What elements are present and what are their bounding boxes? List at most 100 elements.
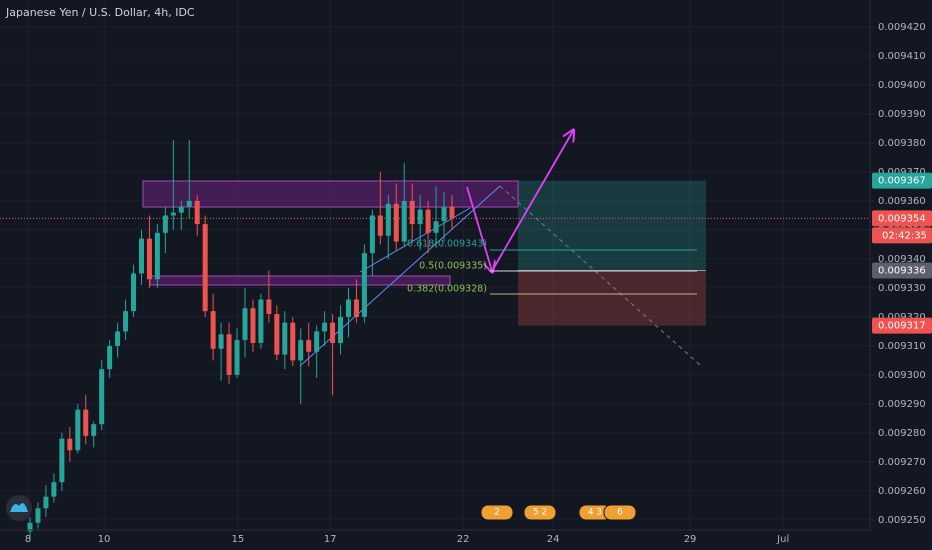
y-tick-label: 0.009300 <box>878 370 926 381</box>
candle-body <box>131 273 137 312</box>
y-tick-label: 0.009380 <box>878 138 926 149</box>
y-tick-label: 0.009280 <box>878 428 926 439</box>
resistance-zone <box>142 180 519 208</box>
event-icon <box>480 504 514 521</box>
event-count: 5 2 <box>533 508 547 518</box>
y-tick-label: 0.009330 <box>878 283 926 294</box>
fib-label: 0.5(0.009335) <box>419 261 487 272</box>
candle-body <box>83 409 89 436</box>
candle-body <box>361 253 367 317</box>
candle-body <box>186 200 192 207</box>
candle-body <box>306 340 312 352</box>
countdown: 02:42:35 <box>882 230 927 241</box>
candle-body <box>123 311 129 332</box>
candle-body <box>369 215 375 254</box>
fib-label: 0.382(0.009328) <box>407 284 487 295</box>
candle-body <box>441 206 447 222</box>
y-tick-label: 0.009400 <box>878 80 926 91</box>
price-badge <box>872 210 932 227</box>
candle-body <box>202 224 208 312</box>
candle-body <box>75 409 81 451</box>
candle-body <box>242 308 248 341</box>
profit-zone <box>518 180 706 271</box>
candle-body <box>393 203 399 242</box>
candle-body <box>409 200 415 225</box>
candle-body <box>377 215 383 236</box>
candle-body <box>425 209 431 233</box>
event-icon <box>523 504 557 521</box>
y-tick-label: 0.009320 <box>878 312 926 323</box>
candle-body <box>67 438 73 451</box>
candle-body <box>433 221 439 233</box>
candle-body <box>338 316 344 344</box>
x-tick-label: 8 <box>25 534 31 545</box>
price-badge <box>872 317 932 334</box>
candle-body <box>194 200 200 225</box>
event-count: 6 <box>617 508 623 518</box>
y-tick-label: 0.009420 <box>878 22 926 33</box>
x-tick-label: 24 <box>547 534 560 545</box>
candle-body <box>51 482 57 497</box>
candle-body <box>59 438 65 483</box>
candle-body <box>115 331 121 346</box>
candle-body <box>210 311 216 349</box>
candle-body <box>43 496 49 509</box>
y-tick-label: 0.009250 <box>878 515 926 526</box>
candle-body <box>226 334 232 375</box>
support-zone <box>149 275 451 286</box>
loss-zone <box>518 270 706 326</box>
y-tick-label: 0.009390 <box>878 109 926 120</box>
y-tick-label: 0.009340 <box>878 254 926 265</box>
price-badge-label: 0.009367 <box>878 176 926 187</box>
y-tick-label: 0.009270 <box>878 457 926 468</box>
y-tick-label: 0.009310 <box>878 341 926 352</box>
candle-body <box>282 322 288 355</box>
candle-body <box>250 308 256 344</box>
y-tick-label: 0.009290 <box>878 399 926 410</box>
candle-body <box>401 200 407 242</box>
candle-body <box>35 508 41 523</box>
y-tick-label: 0.009260 <box>878 486 926 497</box>
x-tick-label: 17 <box>324 534 337 545</box>
candle-body <box>298 340 304 361</box>
candle-body <box>170 212 176 216</box>
price-badge-label: 0.009354 <box>878 213 926 224</box>
arrow-down <box>466 186 492 271</box>
candle-body <box>162 215 168 233</box>
x-tick-label: 29 <box>684 534 697 545</box>
price-badge-label: 0.009336 <box>878 266 926 277</box>
price-badge <box>872 172 932 189</box>
candle-body <box>234 340 240 375</box>
candle-body <box>266 299 272 315</box>
y-tick-label: 0.009410 <box>878 51 926 62</box>
x-tick-label: 10 <box>98 534 111 545</box>
y-tick-label: 0.009370 <box>878 167 926 178</box>
candle-body <box>330 322 336 344</box>
event-count: 2 <box>494 508 500 518</box>
price-badge <box>872 262 932 279</box>
candle-body <box>107 345 113 370</box>
logo-mark <box>10 503 28 512</box>
candle-body <box>385 203 391 236</box>
x-tick-label: Jul <box>776 534 789 545</box>
candle-body <box>353 299 359 317</box>
candle-body <box>138 238 144 274</box>
candle-body <box>154 232 160 280</box>
x-tick-label: 15 <box>231 534 244 545</box>
arrow-up <box>491 131 573 272</box>
candle-body <box>178 206 184 213</box>
candle-body <box>314 331 320 352</box>
candle-body <box>99 369 105 425</box>
candle-body <box>27 522 33 532</box>
chart-title: Japanese Yen / U.S. Dollar, 4h, IDC <box>5 6 195 19</box>
candle-body <box>449 206 455 219</box>
candle-body <box>218 334 224 349</box>
fib-label: 0.618(0.009343) <box>407 239 487 250</box>
event-icon <box>603 504 637 521</box>
candle-body <box>290 322 296 361</box>
candle-body <box>345 299 351 317</box>
y-tick-label: 0.009360 <box>878 196 926 207</box>
candle-body <box>146 238 152 280</box>
candle-body <box>258 299 264 344</box>
candle-body <box>322 322 328 332</box>
